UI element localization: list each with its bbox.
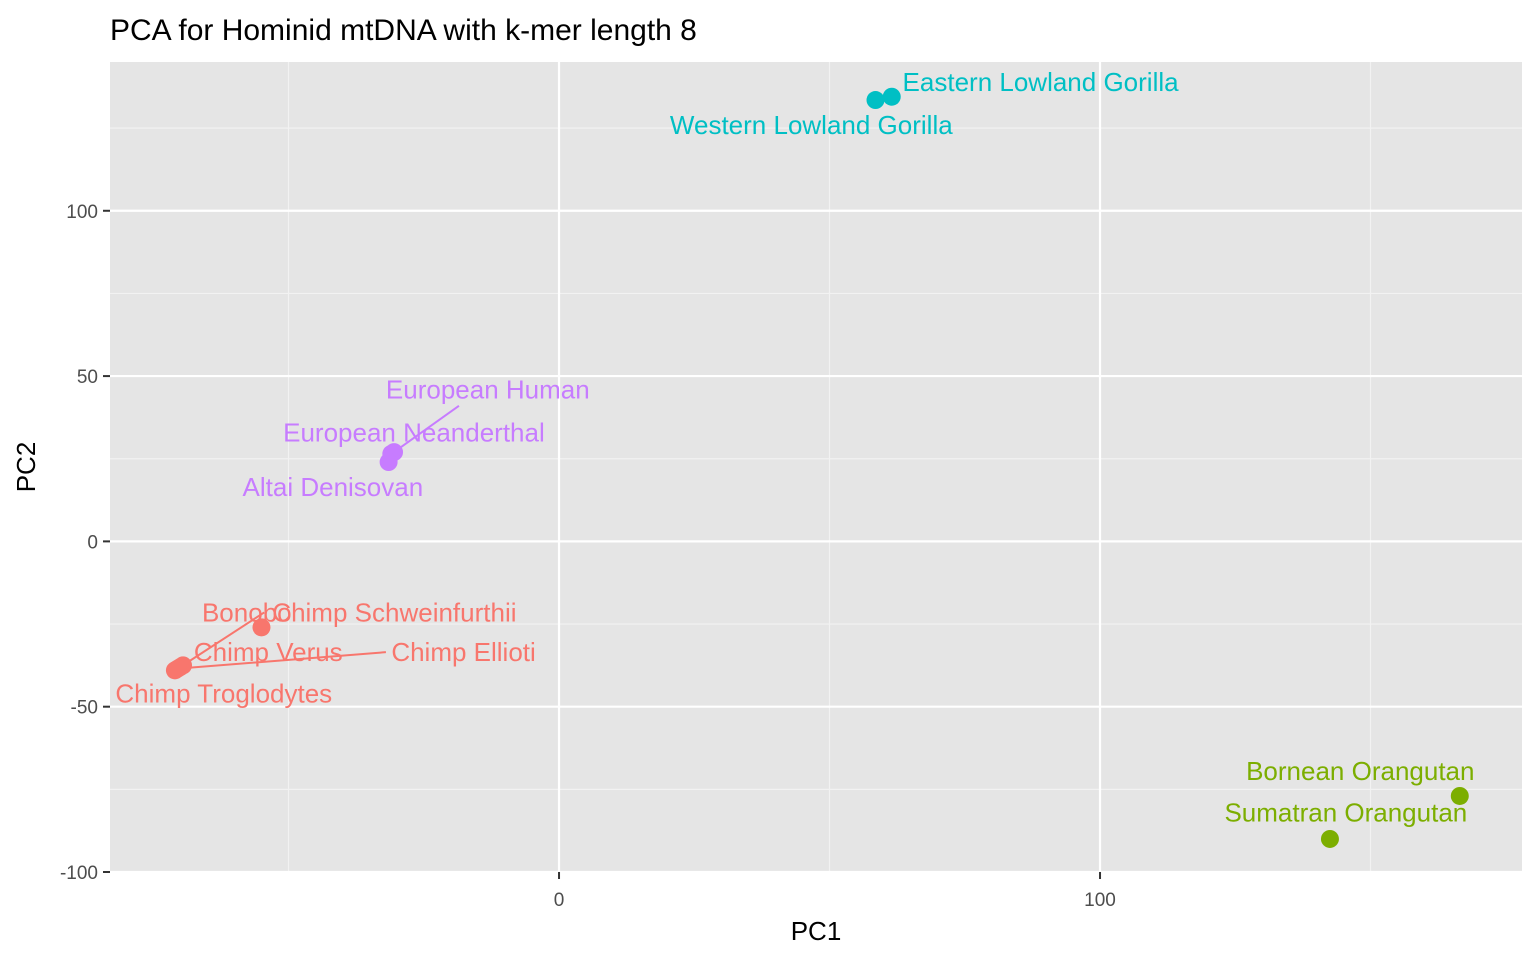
point-label-sumatran-orangutan: Sumatran Orangutan xyxy=(1224,797,1467,827)
y-tick-label: 0 xyxy=(87,532,98,553)
point-label-bornean-orangutan: Bornean Orangutan xyxy=(1246,756,1474,786)
y-axis-title: PC2 xyxy=(11,442,41,493)
data-point-altai-denisovan xyxy=(379,453,398,472)
data-point-bornean-orangutan xyxy=(1450,786,1469,805)
point-label-chimp-verus: Chimp Verus xyxy=(194,637,343,667)
y-tick-label: 50 xyxy=(77,367,98,388)
leader-line-chimp-schweinfurthii xyxy=(179,611,265,668)
chart-title: PCA for Hominid mtDNA with k-mer length … xyxy=(110,14,697,47)
data-point-sumatran-orangutan xyxy=(1320,829,1339,848)
point-label-chimp-ellioti: Chimp Ellioti xyxy=(391,637,536,667)
point-label-eastern-lowland-gorilla: Eastern Lowland Gorilla xyxy=(903,67,1180,97)
axis-ticks: 0 100 -100 -50 0 50 100 xyxy=(60,202,1116,911)
point-label-altai-denisovan: Altai Denisovan xyxy=(243,472,424,502)
point-label-chimp-schweinfurthii: Chimp Schweinfurthii xyxy=(272,597,516,627)
y-tick-label: 100 xyxy=(66,202,98,223)
data-point-bonobo xyxy=(252,618,271,637)
data-points xyxy=(165,87,1469,848)
point-label-european-neanderthal: European Neanderthal xyxy=(283,417,545,447)
grid-lines xyxy=(110,62,1522,874)
leader-line-european-human xyxy=(393,405,460,453)
point-label-bonobo: Bonobo xyxy=(202,597,292,627)
point-label-european-human: European Human xyxy=(386,374,590,404)
x-tick-label: 100 xyxy=(1084,890,1116,911)
point-label-western-lowland-gorilla: Western Lowland Gorilla xyxy=(670,110,953,140)
label-leader-lines xyxy=(177,405,460,670)
data-point-eastern-lowland-gorilla xyxy=(882,87,901,106)
leader-line-chimp-ellioti xyxy=(177,651,386,670)
plot-panel xyxy=(110,62,1522,872)
y-tick-label: -100 xyxy=(60,863,98,884)
data-point-chimp-troglodytes xyxy=(165,661,184,680)
point-label-chimp-troglodytes: Chimp Troglodytes xyxy=(115,678,332,708)
data-point-western-lowland-gorilla xyxy=(866,91,885,110)
x-axis-title: PC1 xyxy=(791,916,842,946)
y-tick-label: -50 xyxy=(71,698,98,719)
x-tick-label: 0 xyxy=(554,890,565,911)
